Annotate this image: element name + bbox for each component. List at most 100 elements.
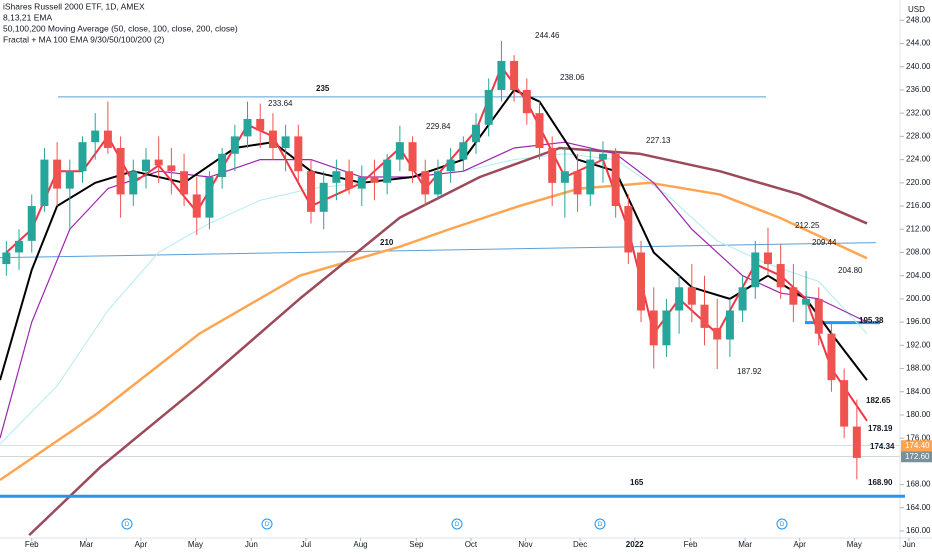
candle-body [180,171,189,195]
y-tick-label: 184.00 [906,387,931,396]
candle-body [484,89,493,125]
candle-body [345,171,354,189]
candle-body [154,159,163,166]
candle-body [700,304,709,328]
candle-body [598,153,607,160]
y-tick-label: 160.00 [906,526,931,535]
dividend-label: D [265,522,270,528]
price-annotation: 178.19 [868,424,893,433]
candle-body [370,177,379,183]
y-tick-label: 212.00 [906,224,931,233]
x-tick-label: Mar [79,540,93,549]
candle-body [141,159,150,172]
x-tick-label: Jul [301,540,311,549]
candle-body [116,147,125,195]
candle-body [751,252,760,288]
price-annotation: 227.13 [646,136,671,145]
candle-body [256,118,265,131]
candle-body [383,159,392,183]
candle-body [763,252,772,265]
y-tick-label: 228.00 [906,131,931,140]
indicator-label: Fractal + MA 100 EMA 9/30/50/100/200 (2) [3,34,165,44]
dividend-label: D [455,522,460,528]
y-tick-label: 224.00 [906,155,931,164]
candle-body [713,327,722,340]
y-tick-label: 204.00 [906,271,931,280]
price-tag [901,440,932,452]
y-tick-label: 240.00 [906,62,931,71]
candle-body [129,171,138,195]
candle-body [395,142,404,160]
x-tick-label: Apr [793,540,806,549]
dividend-icon [261,518,273,530]
candle-body [192,194,201,218]
candle-body [852,426,861,458]
candle-body [65,171,74,189]
price-annotation: 182.65 [866,396,891,405]
candle-body [637,252,646,311]
candle-body [433,171,442,195]
y-tick-label: 236.00 [906,85,931,94]
price-annotation: 212.25 [795,221,820,230]
candle-body [53,159,62,189]
x-tick-label: Nov [518,540,532,549]
x-tick-label: Dec [573,540,587,549]
price-annotation: 235 [316,84,330,93]
x-tick-label: Sep [409,540,424,549]
candle-body [103,130,112,148]
candle-body [624,206,633,253]
currency-label: USD [908,5,925,14]
candle-body [459,142,468,160]
candle-body [738,287,747,311]
candle-body [472,124,481,143]
price-annotation: 165 [630,478,644,487]
price-annotation: 233.64 [268,99,293,108]
candle-body [789,287,798,305]
candle-body [510,60,519,90]
price-annotation: 210 [380,238,394,247]
price-tag-label: 172.60 [905,452,930,461]
moving-average [28,146,868,537]
y-tick-label: 244.00 [906,39,931,48]
y-tick-label: 192.00 [906,340,931,349]
candle-body [230,136,239,154]
candle-body [91,130,100,143]
candle-body [522,89,531,114]
trend-line [0,242,876,259]
candle-body [573,171,582,195]
price-annotation: 174.34 [870,442,895,451]
candle-body [243,118,252,137]
candle-body [586,159,595,195]
candle-body [649,310,658,346]
candle-body [421,171,430,195]
x-tick-label: Aug [353,540,367,549]
candle-body [497,60,506,90]
x-tick-label: Oct [465,540,478,549]
indicator-label: 50,100,200 Moving Average (50, close, 10… [3,23,238,33]
candle-body [802,298,811,305]
indicator-label: 8,13,21 EMA [3,12,52,22]
dividend-label: D [780,522,785,528]
candle-body [281,136,290,148]
price-annotation: 244.46 [535,31,560,40]
y-tick-label: 216.00 [906,201,931,210]
candle-body [332,171,341,183]
dividend-icon [776,518,788,530]
candle-body [560,171,569,183]
x-tick-label: May [847,540,862,549]
candle-body [814,298,823,334]
y-tick-label: 180.00 [906,410,931,419]
price-annotation: 229.84 [426,122,451,131]
y-tick-label: 164.00 [906,503,931,512]
price-annotation: 168.90 [868,478,893,487]
dividend-icon [594,518,606,530]
candle-body [40,159,49,207]
candle-body [687,287,696,305]
candle-body [675,287,684,311]
candle-body [611,153,620,207]
price-annotation: 195.38 [859,316,884,325]
candle-body [776,264,785,288]
candle-body [827,333,836,381]
